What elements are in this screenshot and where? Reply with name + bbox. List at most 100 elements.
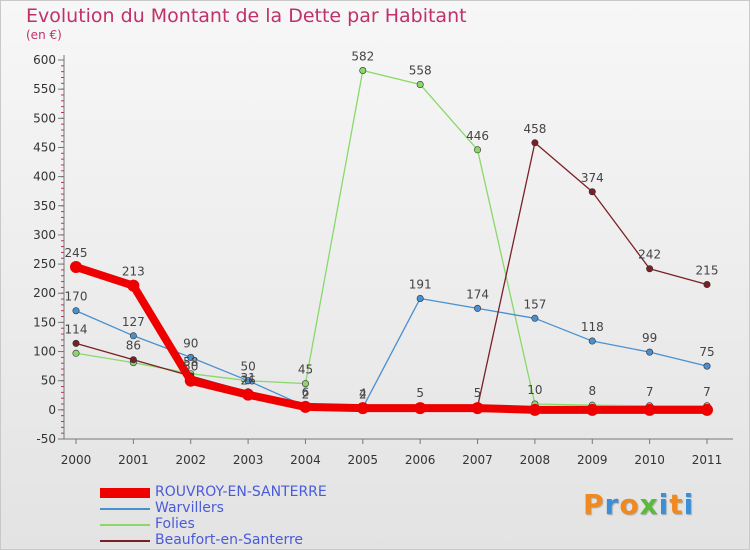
data-label: 58 (183, 355, 198, 369)
y-tick-label: 450 (33, 140, 56, 154)
data-point (531, 314, 539, 322)
data-label: 2 (302, 388, 310, 402)
x-tick-label: 2003 (233, 453, 264, 467)
data-label: 8 (588, 384, 596, 398)
data-label: 99 (642, 331, 657, 345)
series-line-1 (75, 297, 708, 409)
legend-item: Warvillers (100, 500, 400, 517)
data-label: 5 (416, 386, 424, 400)
data-label: 191 (409, 277, 432, 291)
data-label: 127 (122, 315, 145, 329)
legend-swatch (100, 508, 150, 510)
proxiti-logo: Proxiti (583, 488, 695, 521)
x-tick-label: 2004 (290, 453, 321, 467)
data-label: 26 (240, 374, 255, 388)
y-tick-label: 350 (33, 199, 56, 213)
data-label: 7 (703, 385, 711, 399)
legend-swatch (100, 488, 150, 498)
legend-label: Beaufort-en-Santerre (155, 532, 304, 548)
data-point (356, 402, 369, 415)
legend-label: Warvillers (155, 500, 224, 516)
data-label: 7 (646, 385, 654, 399)
chart-title: Evolution du Montant de la Dette par Hab… (26, 5, 467, 27)
data-label: 374 (581, 171, 604, 185)
data-point (531, 139, 539, 147)
data-label: 446 (466, 129, 489, 143)
data-point (72, 339, 80, 347)
data-point (359, 66, 367, 74)
legend-swatch (100, 540, 150, 542)
series-line-0 (72, 262, 711, 414)
data-label: 582 (351, 49, 374, 63)
x-tick-label: 2005 (348, 453, 379, 467)
legend-item: Folies (100, 516, 400, 533)
data-point (127, 279, 140, 292)
data-point (301, 380, 309, 388)
y-tick-label: -50 (36, 432, 56, 446)
data-label: 50 (183, 360, 198, 374)
legend-label: Folies (155, 516, 195, 532)
data-point (72, 307, 80, 315)
data-point (129, 356, 137, 364)
data-point (703, 280, 711, 288)
y-tick-label: 100 (33, 345, 56, 359)
data-label: 558 (409, 63, 432, 77)
data-point (416, 80, 424, 88)
y-tick-label: 500 (33, 111, 56, 125)
y-tick-label: 200 (33, 286, 56, 300)
legend-item: ROUVROY-EN-SANTERRE (100, 484, 400, 501)
x-tick-label: 2008 (520, 453, 551, 467)
data-label: 458 (523, 122, 546, 136)
data-point (646, 265, 654, 273)
chart-unit: (en €) (26, 28, 62, 42)
data-point (187, 353, 195, 361)
y-tick-label: 0 (48, 403, 56, 417)
data-label: 31 (240, 371, 255, 385)
y-tick-label: 300 (33, 228, 56, 242)
data-label: 118 (581, 320, 604, 334)
data-point (474, 146, 482, 154)
x-tick-label: 2002 (175, 453, 206, 467)
data-point (244, 377, 252, 385)
y-tick-label: 150 (33, 315, 56, 329)
data-label: 157 (523, 297, 546, 311)
x-tick-label: 2010 (634, 453, 665, 467)
data-label: 174 (466, 287, 489, 301)
data-point (586, 403, 599, 416)
legend-item: Beaufort-en-Santerre (100, 532, 400, 549)
data-point (414, 402, 427, 415)
x-tick-label: 2009 (577, 453, 608, 467)
y-tick-label: 600 (33, 53, 56, 67)
data-point (70, 260, 82, 273)
data-label: 170 (65, 290, 88, 304)
data-point (528, 403, 541, 416)
legend-label: ROUVROY-EN-SANTERRE (155, 484, 327, 500)
x-tick-label: 2001 (118, 453, 149, 467)
y-tick-label: 50 (41, 374, 56, 388)
data-label: 10 (527, 383, 542, 397)
data-point (471, 402, 484, 415)
series-line-3 (75, 142, 708, 410)
y-tick-label: 250 (33, 257, 56, 271)
data-point (72, 349, 80, 357)
data-label: 6 (302, 385, 310, 399)
series-line-2 (75, 69, 708, 407)
data-point (474, 304, 482, 312)
data-label: 90 (183, 336, 198, 350)
legend-swatch (100, 524, 150, 526)
data-label: 245 (65, 246, 88, 260)
data-point (416, 294, 424, 302)
data-label: 242 (638, 248, 661, 262)
data-point (242, 388, 255, 401)
data-label: 5 (474, 386, 482, 400)
data-label: 2 (359, 388, 367, 402)
x-tick-label: 2006 (405, 453, 436, 467)
data-label: 4 (359, 387, 367, 401)
data-label: 213 (122, 265, 145, 279)
data-point (588, 337, 596, 345)
data-point (701, 403, 713, 416)
data-point (184, 374, 197, 387)
data-point (129, 332, 137, 340)
data-label: 75 (699, 345, 714, 359)
